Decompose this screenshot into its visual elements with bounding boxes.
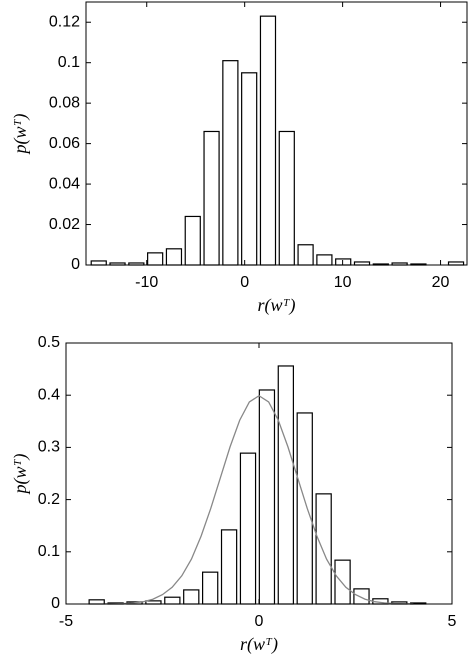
bar bbox=[183, 589, 200, 605]
y-tick-label: 0.06 bbox=[49, 135, 80, 152]
fit-curve bbox=[104, 394, 414, 605]
y-tick-label: 0.5 bbox=[38, 334, 60, 351]
y-tick-label: 0 bbox=[71, 256, 80, 273]
y-tick-label: 0.12 bbox=[49, 13, 80, 30]
y-tick-label: 0.1 bbox=[58, 54, 80, 71]
x-tick-label: 0 bbox=[240, 274, 249, 291]
bar bbox=[315, 493, 332, 605]
bar bbox=[88, 599, 105, 605]
bar bbox=[353, 588, 370, 605]
bar bbox=[258, 389, 276, 605]
bar bbox=[278, 130, 295, 266]
bar bbox=[335, 258, 352, 266]
x-tick-label: 5 bbox=[448, 613, 457, 630]
bar bbox=[184, 215, 201, 266]
y-tick-label: 0 bbox=[51, 595, 60, 612]
bar bbox=[297, 244, 314, 266]
bar bbox=[222, 60, 239, 266]
bar bbox=[277, 365, 294, 605]
x-axis-label: r(wᵀ) bbox=[258, 295, 296, 316]
y-axis-label: p(wᵀ) bbox=[10, 454, 31, 496]
y-tick-label: 0.08 bbox=[49, 94, 80, 111]
bar bbox=[259, 15, 277, 266]
bar bbox=[296, 412, 313, 605]
bar bbox=[165, 248, 183, 266]
bar bbox=[203, 130, 220, 266]
x-tick-label: 20 bbox=[432, 274, 450, 291]
axes-box bbox=[85, 1, 468, 266]
y-tick-label: 0.2 bbox=[38, 491, 60, 508]
y-tick-label: 0.3 bbox=[38, 439, 60, 456]
bar bbox=[90, 260, 107, 266]
x-axis-label: r(wᵀ) bbox=[240, 634, 278, 655]
y-tick-label: 0.4 bbox=[38, 386, 60, 403]
x-tick-label: 0 bbox=[255, 613, 264, 630]
y-tick-label: 0.02 bbox=[49, 216, 80, 233]
x-tick-label: 10 bbox=[334, 274, 352, 291]
bar bbox=[239, 452, 257, 605]
y-axis-label: p(wᵀ) bbox=[10, 114, 31, 156]
bar bbox=[316, 254, 333, 266]
bar bbox=[147, 252, 164, 266]
x-tick-label: -5 bbox=[59, 613, 73, 630]
y-tick-label: 0.04 bbox=[49, 175, 80, 192]
bar bbox=[202, 571, 219, 605]
x-tick-label: -10 bbox=[135, 274, 158, 291]
bar bbox=[220, 529, 238, 605]
y-tick-label: 0.1 bbox=[38, 543, 60, 560]
bar bbox=[164, 596, 181, 605]
bar bbox=[334, 559, 351, 605]
bar bbox=[241, 72, 258, 266]
